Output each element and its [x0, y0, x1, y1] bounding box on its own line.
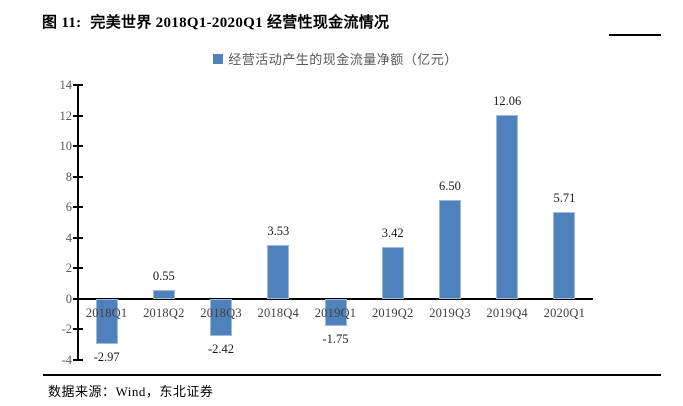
bar-2019Q3 [438, 199, 461, 299]
y-axis-tick-label: 10 [59, 139, 73, 154]
bar-2019Q1 [324, 298, 347, 326]
bar-value-label: 3.53 [267, 223, 290, 238]
y-axis-tick [73, 236, 83, 239]
data-source: 数据来源：Wind，东北证券 [48, 384, 214, 399]
bar-value-label: -2.42 [208, 341, 235, 356]
x-axis-label: 2020Q1 [543, 305, 586, 320]
legend-label: 经营活动产生的现金流量净额（亿元） [228, 52, 458, 67]
bottom-rule [43, 374, 661, 376]
y-axis-tick-label: 8 [65, 169, 72, 184]
y-axis-line [77, 85, 79, 360]
bar-value-label: 5.71 [553, 190, 576, 205]
bar-2019Q4 [496, 114, 519, 299]
bar-value-label: 3.42 [381, 225, 404, 240]
y-axis-tick-label: 14 [59, 78, 73, 92]
bar-2020Q1 [553, 211, 576, 299]
top-right-rule [609, 34, 661, 36]
x-axis-label: 2018Q3 [200, 305, 242, 320]
bar-2019Q2 [381, 246, 404, 299]
figure-number: 图 11: [42, 15, 82, 31]
y-axis-tick-label: 0 [65, 291, 72, 306]
y-axis-tick [73, 206, 83, 209]
y-axis-tick [73, 175, 83, 178]
y-axis-tick [73, 145, 83, 148]
x-axis-label: 2019Q4 [486, 305, 528, 320]
x-axis-label: 2019Q3 [429, 305, 471, 320]
x-axis-label: 2018Q1 [85, 305, 128, 320]
chart-legend: 经营活动产生的现金流量净额（亿元） [78, 49, 593, 68]
figure-header: 图 11: 完美世界 2018Q1-2020Q1 经营性现金流情况 [42, 11, 389, 32]
y-axis-tick [73, 84, 83, 86]
y-axis-tick [73, 328, 83, 331]
bar-value-label: 6.50 [439, 178, 461, 193]
bar-2018Q3 [210, 298, 233, 336]
legend-marker-icon [213, 53, 224, 64]
x-axis-label: 2019Q1 [314, 305, 357, 320]
y-axis-tick [73, 359, 83, 361]
x-axis-label: 2018Q2 [143, 305, 185, 320]
bar-value-label: -1.75 [322, 331, 349, 346]
y-axis-tick [73, 267, 83, 270]
bar-2018Q4 [267, 244, 290, 299]
bar-2018Q2 [152, 290, 175, 299]
bar-2018Q1 [95, 298, 118, 345]
y-axis-tick-label: -2 [61, 322, 72, 337]
y-axis-tick-label: -4 [61, 353, 72, 367]
figure-title: 完美世界 2018Q1-2020Q1 经营性现金流情况 [90, 15, 390, 31]
y-axis-tick-label: 12 [59, 108, 73, 123]
x-axis-label: 2019Q2 [371, 305, 414, 320]
bar-value-label: 0.55 [152, 269, 175, 284]
y-axis-tick-label: 2 [65, 261, 72, 276]
y-axis-tick [73, 114, 83, 117]
y-axis-tick-label: 6 [65, 200, 72, 215]
bar-value-label: 12.06 [493, 93, 522, 108]
y-axis-tick-label: 4 [65, 230, 72, 245]
x-axis-label: 2018Q4 [257, 305, 299, 320]
bar-value-label: -2.97 [93, 350, 120, 365]
